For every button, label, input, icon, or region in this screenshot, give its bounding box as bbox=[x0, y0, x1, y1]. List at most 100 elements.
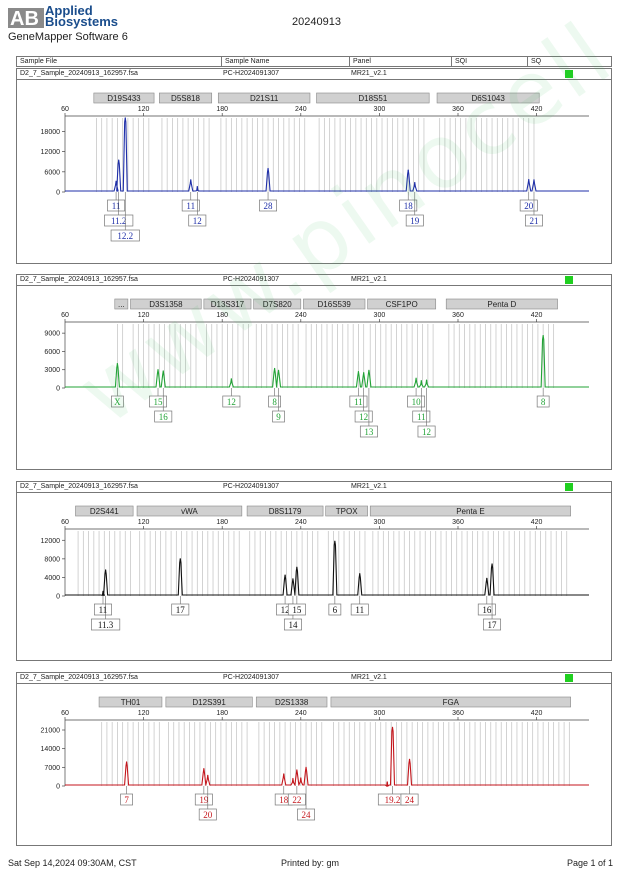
peak-point bbox=[357, 370, 360, 373]
x-tick-label: 240 bbox=[295, 710, 307, 717]
locus-label: D3S1358 bbox=[149, 300, 183, 309]
x-tick-label: 180 bbox=[216, 519, 228, 526]
allele-box bbox=[405, 214, 424, 227]
allele-box bbox=[272, 410, 285, 423]
x-tick-label: 240 bbox=[295, 519, 307, 526]
y-tick-label: 21000 bbox=[41, 728, 61, 735]
allele-label: 12 bbox=[281, 605, 290, 615]
allele-box bbox=[91, 618, 121, 631]
allele-box bbox=[359, 425, 378, 438]
panel-name: MR21_v2.1 bbox=[351, 674, 387, 681]
peak-point bbox=[420, 380, 422, 382]
allele-label: 11 bbox=[99, 605, 108, 615]
locus-box bbox=[217, 92, 311, 104]
x-tick-label: 300 bbox=[374, 710, 386, 717]
peak-point bbox=[359, 573, 361, 575]
allele-label: 8 bbox=[541, 397, 546, 407]
x-tick-label: 300 bbox=[374, 312, 386, 319]
sample-name: PC-H2024091307 bbox=[223, 483, 280, 490]
allele-label: 24 bbox=[405, 795, 415, 805]
locus-label: Penta D bbox=[487, 300, 516, 309]
allele-box bbox=[259, 199, 277, 212]
col-sample-file: Sample File bbox=[20, 58, 57, 65]
peak-point bbox=[179, 558, 181, 560]
peak-point bbox=[542, 334, 544, 337]
y-tick-label: 6000 bbox=[44, 169, 60, 176]
x-tick-label: 420 bbox=[531, 312, 543, 319]
allele-box bbox=[412, 410, 431, 423]
locus-box bbox=[325, 505, 368, 517]
allele-label: 20 bbox=[524, 201, 534, 211]
locus-label: D21S11 bbox=[250, 94, 279, 103]
svg-text:AB: AB bbox=[10, 8, 39, 30]
electropherogram-panel-black: D2_7_Sample_20240913_162957.fsa PC-H2024… bbox=[16, 481, 612, 661]
brand-line-1: Applied bbox=[45, 3, 93, 18]
x-tick-label: 180 bbox=[216, 710, 228, 717]
locus-box bbox=[93, 92, 155, 104]
allele-label: 11 bbox=[354, 397, 363, 407]
locus-label: D12S391 bbox=[192, 698, 226, 707]
allele-box bbox=[188, 214, 207, 227]
peak-point bbox=[491, 563, 493, 565]
sample-name: PC-H2024091307 bbox=[223, 70, 280, 77]
allele-box bbox=[283, 618, 302, 631]
locus-box bbox=[330, 696, 571, 708]
electropherogram-panel-red: D2_7_Sample_20240913_162957.fsa PC-H2024… bbox=[16, 672, 612, 846]
locus-label: TH01 bbox=[121, 698, 141, 707]
y-tick-label: 6000 bbox=[44, 349, 60, 356]
allele-label: 16 bbox=[482, 605, 492, 615]
allele-box bbox=[120, 793, 133, 806]
allele-box bbox=[104, 214, 134, 227]
allele-box bbox=[354, 410, 373, 423]
peak-point bbox=[486, 577, 488, 579]
allele-box bbox=[349, 395, 368, 408]
x-tick-label: 180 bbox=[216, 312, 228, 319]
allele-label: 18 bbox=[404, 201, 414, 211]
allele-label: 19 bbox=[410, 216, 420, 226]
peak-point bbox=[115, 180, 117, 182]
x-tick-label: 60 bbox=[61, 519, 69, 526]
allele-box bbox=[287, 603, 306, 616]
col-panel: Panel bbox=[353, 58, 371, 65]
panel-name: MR21_v2.1 bbox=[351, 483, 387, 490]
panel-name: MR21_v2.1 bbox=[351, 276, 387, 283]
x-tick-label: 120 bbox=[138, 106, 150, 113]
y-tick-label: 18000 bbox=[41, 129, 61, 136]
sample-name: PC-H2024091307 bbox=[223, 674, 280, 681]
x-tick-label: 360 bbox=[452, 312, 464, 319]
electropherogram-panel-blue: D2_7_Sample_20240913_162957.fsa PC-H2024… bbox=[16, 68, 612, 264]
allele-label: 17 bbox=[176, 605, 186, 615]
peak-point bbox=[203, 768, 205, 770]
allele-label: 13 bbox=[364, 427, 374, 437]
peak-point bbox=[283, 773, 285, 775]
peak-point bbox=[334, 540, 336, 542]
locus-box bbox=[316, 92, 430, 104]
locus-box bbox=[130, 298, 202, 310]
sq-status-badge bbox=[565, 70, 573, 78]
locus-label: ... bbox=[118, 300, 125, 309]
locus-label: D2S441 bbox=[90, 507, 119, 516]
allele-box bbox=[477, 603, 496, 616]
locus-label: D7S820 bbox=[263, 300, 292, 309]
allele-box bbox=[297, 808, 315, 821]
allele-label: 19 bbox=[199, 795, 209, 805]
peak-point bbox=[296, 769, 298, 771]
allele-box bbox=[194, 793, 213, 806]
allele-box bbox=[154, 410, 173, 423]
applied-biosystems-logo: AB bbox=[8, 8, 44, 30]
peak-point bbox=[415, 377, 417, 379]
locus-box bbox=[203, 298, 252, 310]
y-tick-label: 0 bbox=[56, 190, 60, 197]
allele-box bbox=[181, 199, 200, 212]
peak-point bbox=[116, 363, 118, 365]
allele-label: 10 bbox=[412, 397, 422, 407]
peak-point bbox=[162, 370, 164, 372]
panel-header: D2_7_Sample_20240913_162957.fsa PC-H2024… bbox=[17, 673, 611, 684]
panel-header: D2_7_Sample_20240913_162957.fsa PC-H2024… bbox=[17, 482, 611, 493]
peak-point bbox=[386, 781, 388, 783]
y-tick-label: 0 bbox=[56, 784, 60, 791]
allele-label: 16 bbox=[159, 412, 169, 422]
allele-label: 21 bbox=[529, 216, 538, 226]
